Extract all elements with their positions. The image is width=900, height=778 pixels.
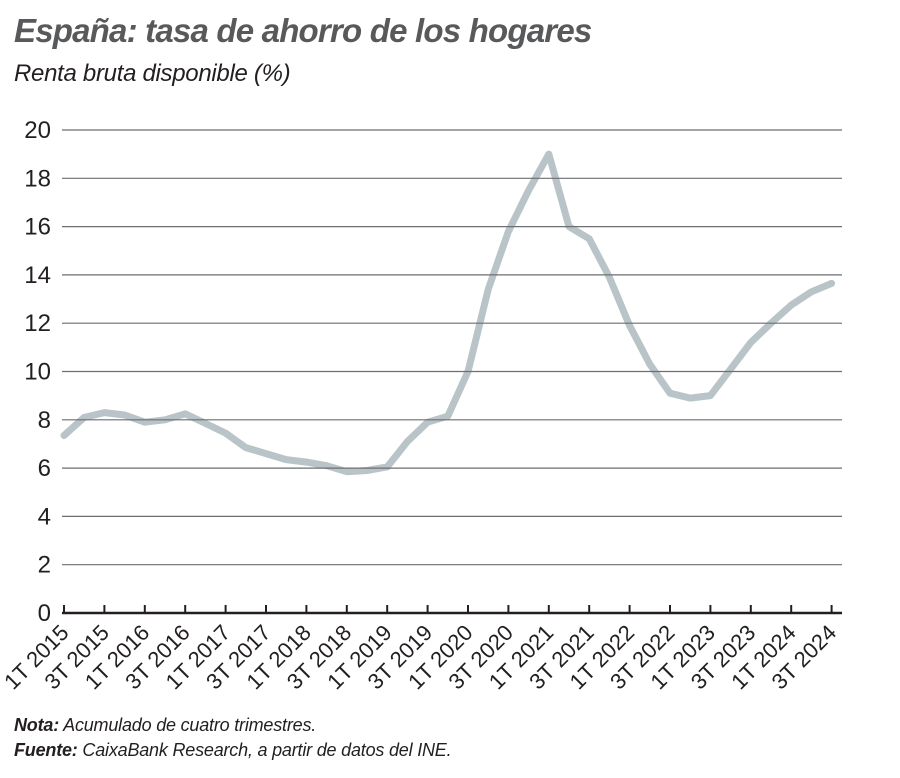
y-axis-label: 4 [38,503,51,530]
chart-footnotes: Nota: Acumulado de cuatro trimestres. Fu… [14,713,452,763]
source-text: CaixaBank Research, a partir de datos de… [82,740,452,760]
chart-subtitle: Renta bruta disponible (%) [14,60,291,87]
y-axis-label: 6 [38,455,51,482]
note-label: Nota: [14,715,59,735]
y-axis-label: 14 [24,262,51,289]
source-label: Fuente: [14,740,78,760]
note-text: Acumulado de cuatro trimestres. [63,715,317,735]
y-axis-label: 12 [24,310,51,337]
y-axis-label: 8 [38,407,51,434]
y-axis-label: 0 [38,600,51,627]
y-axis-label: 2 [38,552,51,579]
y-axis-label: 10 [24,359,51,386]
chart-title: España: tasa de ahorro de los hogares [14,12,592,49]
y-axis-label: 20 [24,117,51,144]
note-line: Nota: Acumulado de cuatro trimestres. [14,713,451,738]
series-line [60,150,836,476]
y-axis-label: 18 [24,165,51,192]
y-axis-label: 16 [24,214,51,241]
source-line: Fuente: CaixaBank Research, a partir de … [14,738,452,763]
